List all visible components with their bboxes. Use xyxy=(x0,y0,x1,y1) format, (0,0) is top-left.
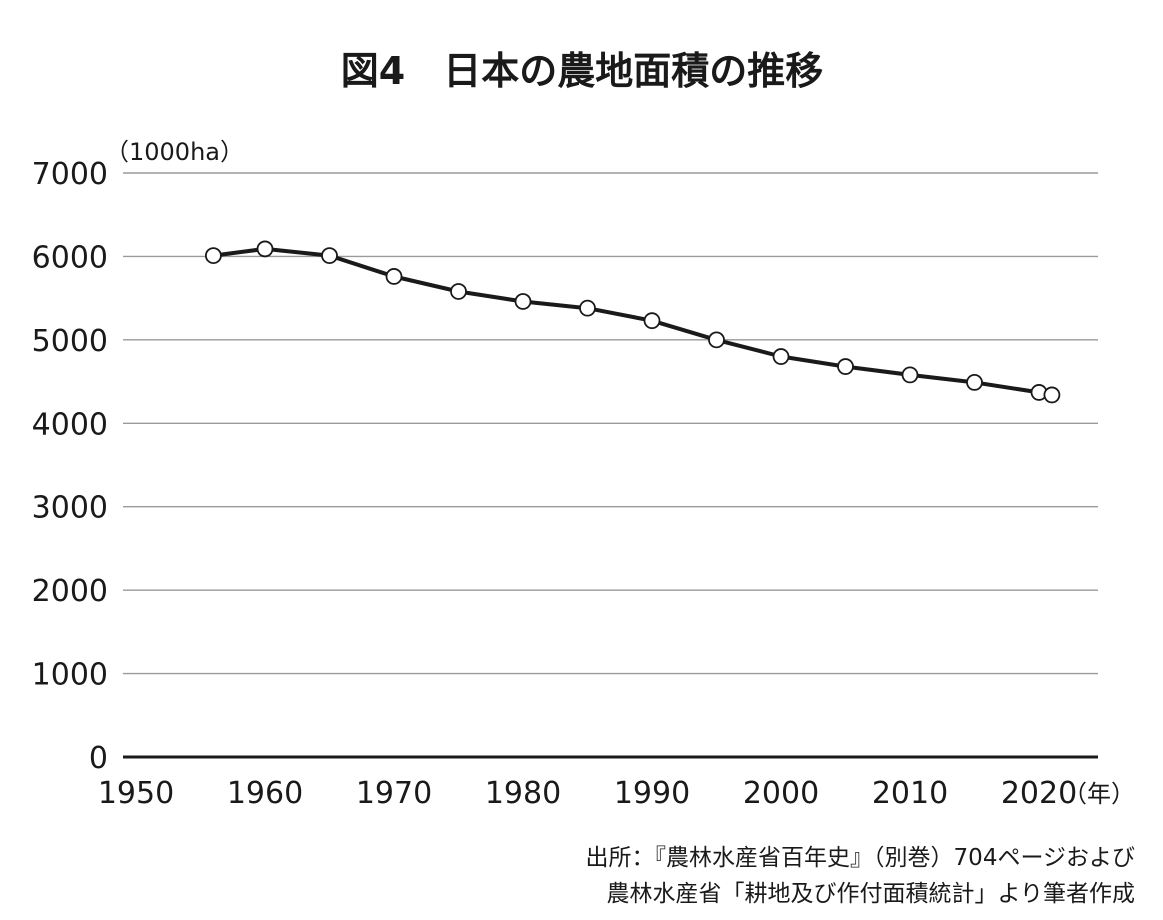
data-point-2010 xyxy=(901,366,919,384)
gridlines xyxy=(123,172,1098,759)
x-tick-label-1960: 1960 xyxy=(227,776,303,811)
data-point-2005 xyxy=(837,358,854,375)
y-axis-unit-label: （1000ha） xyxy=(105,138,244,166)
y-tick-label-5000: 5000 xyxy=(32,324,108,359)
series-farmland-area xyxy=(204,240,1061,404)
y-tick-label-1000: 1000 xyxy=(32,658,108,693)
y-tick-label-6000: 6000 xyxy=(32,240,108,275)
x-tick-label-2000: 2000 xyxy=(743,776,819,811)
x-tick-label-1980: 1980 xyxy=(485,776,561,811)
y-axis-tick-labels: 0 1000 2000 3000 4000 5000 6000 7000 xyxy=(32,157,108,776)
source-note-line-2: 農林水産省「耕地及び作付面積統計」より筆者作成 xyxy=(606,881,1135,907)
y-tick-label-2000: 2000 xyxy=(32,574,108,609)
data-point-1975 xyxy=(450,283,467,300)
y-tick-label-7000: 7000 xyxy=(32,157,108,192)
y-tick-label-4000: 4000 xyxy=(32,407,108,442)
data-point-2015 xyxy=(966,374,983,391)
y-tick-label-3000: 3000 xyxy=(32,491,108,526)
chart-title: 図4 日本の農地面積の推移 xyxy=(341,49,823,93)
x-tick-label-1970: 1970 xyxy=(356,776,432,811)
source-note-line-1: 出所：『農林水産省百年史』（別巻）704ページおよび xyxy=(586,845,1135,871)
data-point-1956 xyxy=(204,247,222,264)
data-point-1960 xyxy=(256,240,274,258)
data-point-1985 xyxy=(579,299,596,317)
data-point-1965 xyxy=(321,247,338,264)
x-tick-label-1990: 1990 xyxy=(614,776,690,811)
x-tick-label-2010: 2010 xyxy=(872,776,948,811)
x-axis-tick-labels: 1950 1960 1970 1980 1990 2000 2010 2020 xyxy=(98,776,1077,811)
x-tick-label-2020: 2020 xyxy=(1001,776,1077,811)
data-point-1980 xyxy=(514,293,532,310)
x-axis-unit-label: （年） xyxy=(1063,780,1135,808)
data-point-2021 xyxy=(1043,386,1061,404)
data-point-1990 xyxy=(643,312,661,330)
data-point-1995 xyxy=(708,331,725,349)
series-line xyxy=(213,246,1053,397)
data-point-1970 xyxy=(385,268,403,285)
y-tick-label-0: 0 xyxy=(89,741,108,776)
x-tick-label-1950: 1950 xyxy=(98,776,174,811)
data-point-2000 xyxy=(772,348,790,365)
